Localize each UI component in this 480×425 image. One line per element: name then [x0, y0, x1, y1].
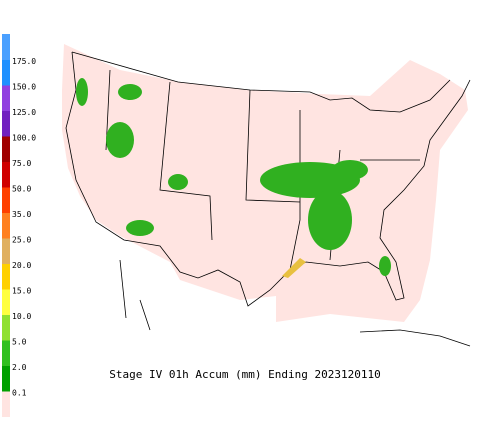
colorbar-swatch — [2, 187, 10, 213]
colorbar-label: 15.0 — [12, 287, 31, 296]
colorbar: 175.0 150.0 125.0 100.0 75.0 50.0 35.0 25.0 20.0… — [2, 34, 36, 417]
map-title: Stage IV 01h Accum (mm) Ending 202312011… — [109, 368, 381, 381]
colorbar-swatch — [2, 391, 10, 417]
colorbar-label: 175.0 — [12, 57, 36, 66]
colorbar-label: 75.0 — [12, 159, 31, 168]
colorbar-swatch — [2, 315, 10, 341]
precip — [76, 78, 391, 278]
colorbar-swatch — [2, 289, 10, 315]
colorbar-swatch — [2, 136, 10, 162]
colorbar-swatch — [2, 111, 10, 137]
colorbar-swatch — [2, 213, 10, 239]
colorbar-label: 0.1 — [12, 389, 27, 398]
colorbar-swatch — [2, 162, 10, 188]
colorbar-label: 100.0 — [12, 134, 36, 143]
colorbar-swatch — [2, 34, 10, 60]
colorbar-label: 150.0 — [12, 83, 36, 92]
colorbar-swatch — [2, 60, 10, 86]
colorbar-label: 2.0 — [12, 363, 27, 372]
colorbar-label: 5.0 — [12, 338, 27, 347]
colorbar-swatch — [2, 340, 10, 366]
colorbar-label: 35.0 — [12, 210, 31, 219]
colorbar-swatch — [2, 366, 10, 392]
colorbar-label: 20.0 — [12, 261, 31, 270]
colorbar-label: 125.0 — [12, 108, 36, 117]
colorbar-swatch — [2, 238, 10, 264]
colorbar-label: 10.0 — [12, 312, 31, 321]
colorbar-swatch — [2, 85, 10, 111]
colorbar-label: 50.0 — [12, 185, 31, 194]
colorbar-swatch — [2, 264, 10, 290]
colorbar-label: 25.0 — [12, 236, 31, 245]
